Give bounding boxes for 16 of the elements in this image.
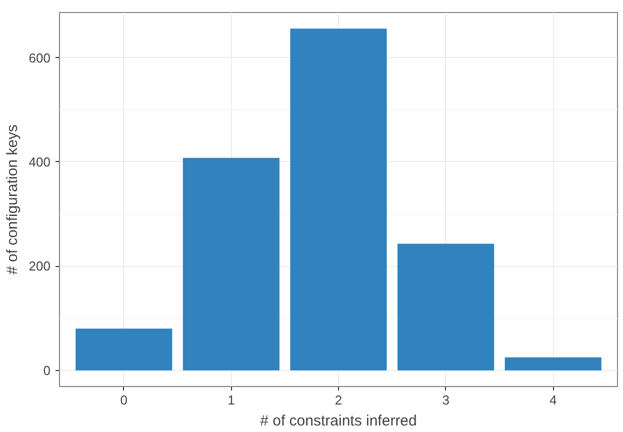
y-tick-label: 400 [28, 154, 51, 170]
bar [76, 328, 172, 370]
bar [504, 357, 602, 370]
x-tick-label: 3 [442, 392, 450, 408]
x-tick-label: 1 [228, 392, 235, 408]
x-tick-label: 2 [334, 392, 342, 408]
bar [290, 28, 387, 370]
bar [182, 158, 280, 370]
y-axis-title: # of configuration keys [4, 124, 21, 275]
x-tick-label: 0 [120, 392, 128, 408]
x-axis-title: # of constraints inferred [260, 412, 417, 430]
y-tick-label: 0 [43, 362, 51, 378]
y-tick-label: 600 [28, 50, 51, 66]
bar [398, 244, 494, 370]
y-tick-label: 200 [28, 258, 51, 274]
x-tick-label: 4 [550, 392, 557, 408]
